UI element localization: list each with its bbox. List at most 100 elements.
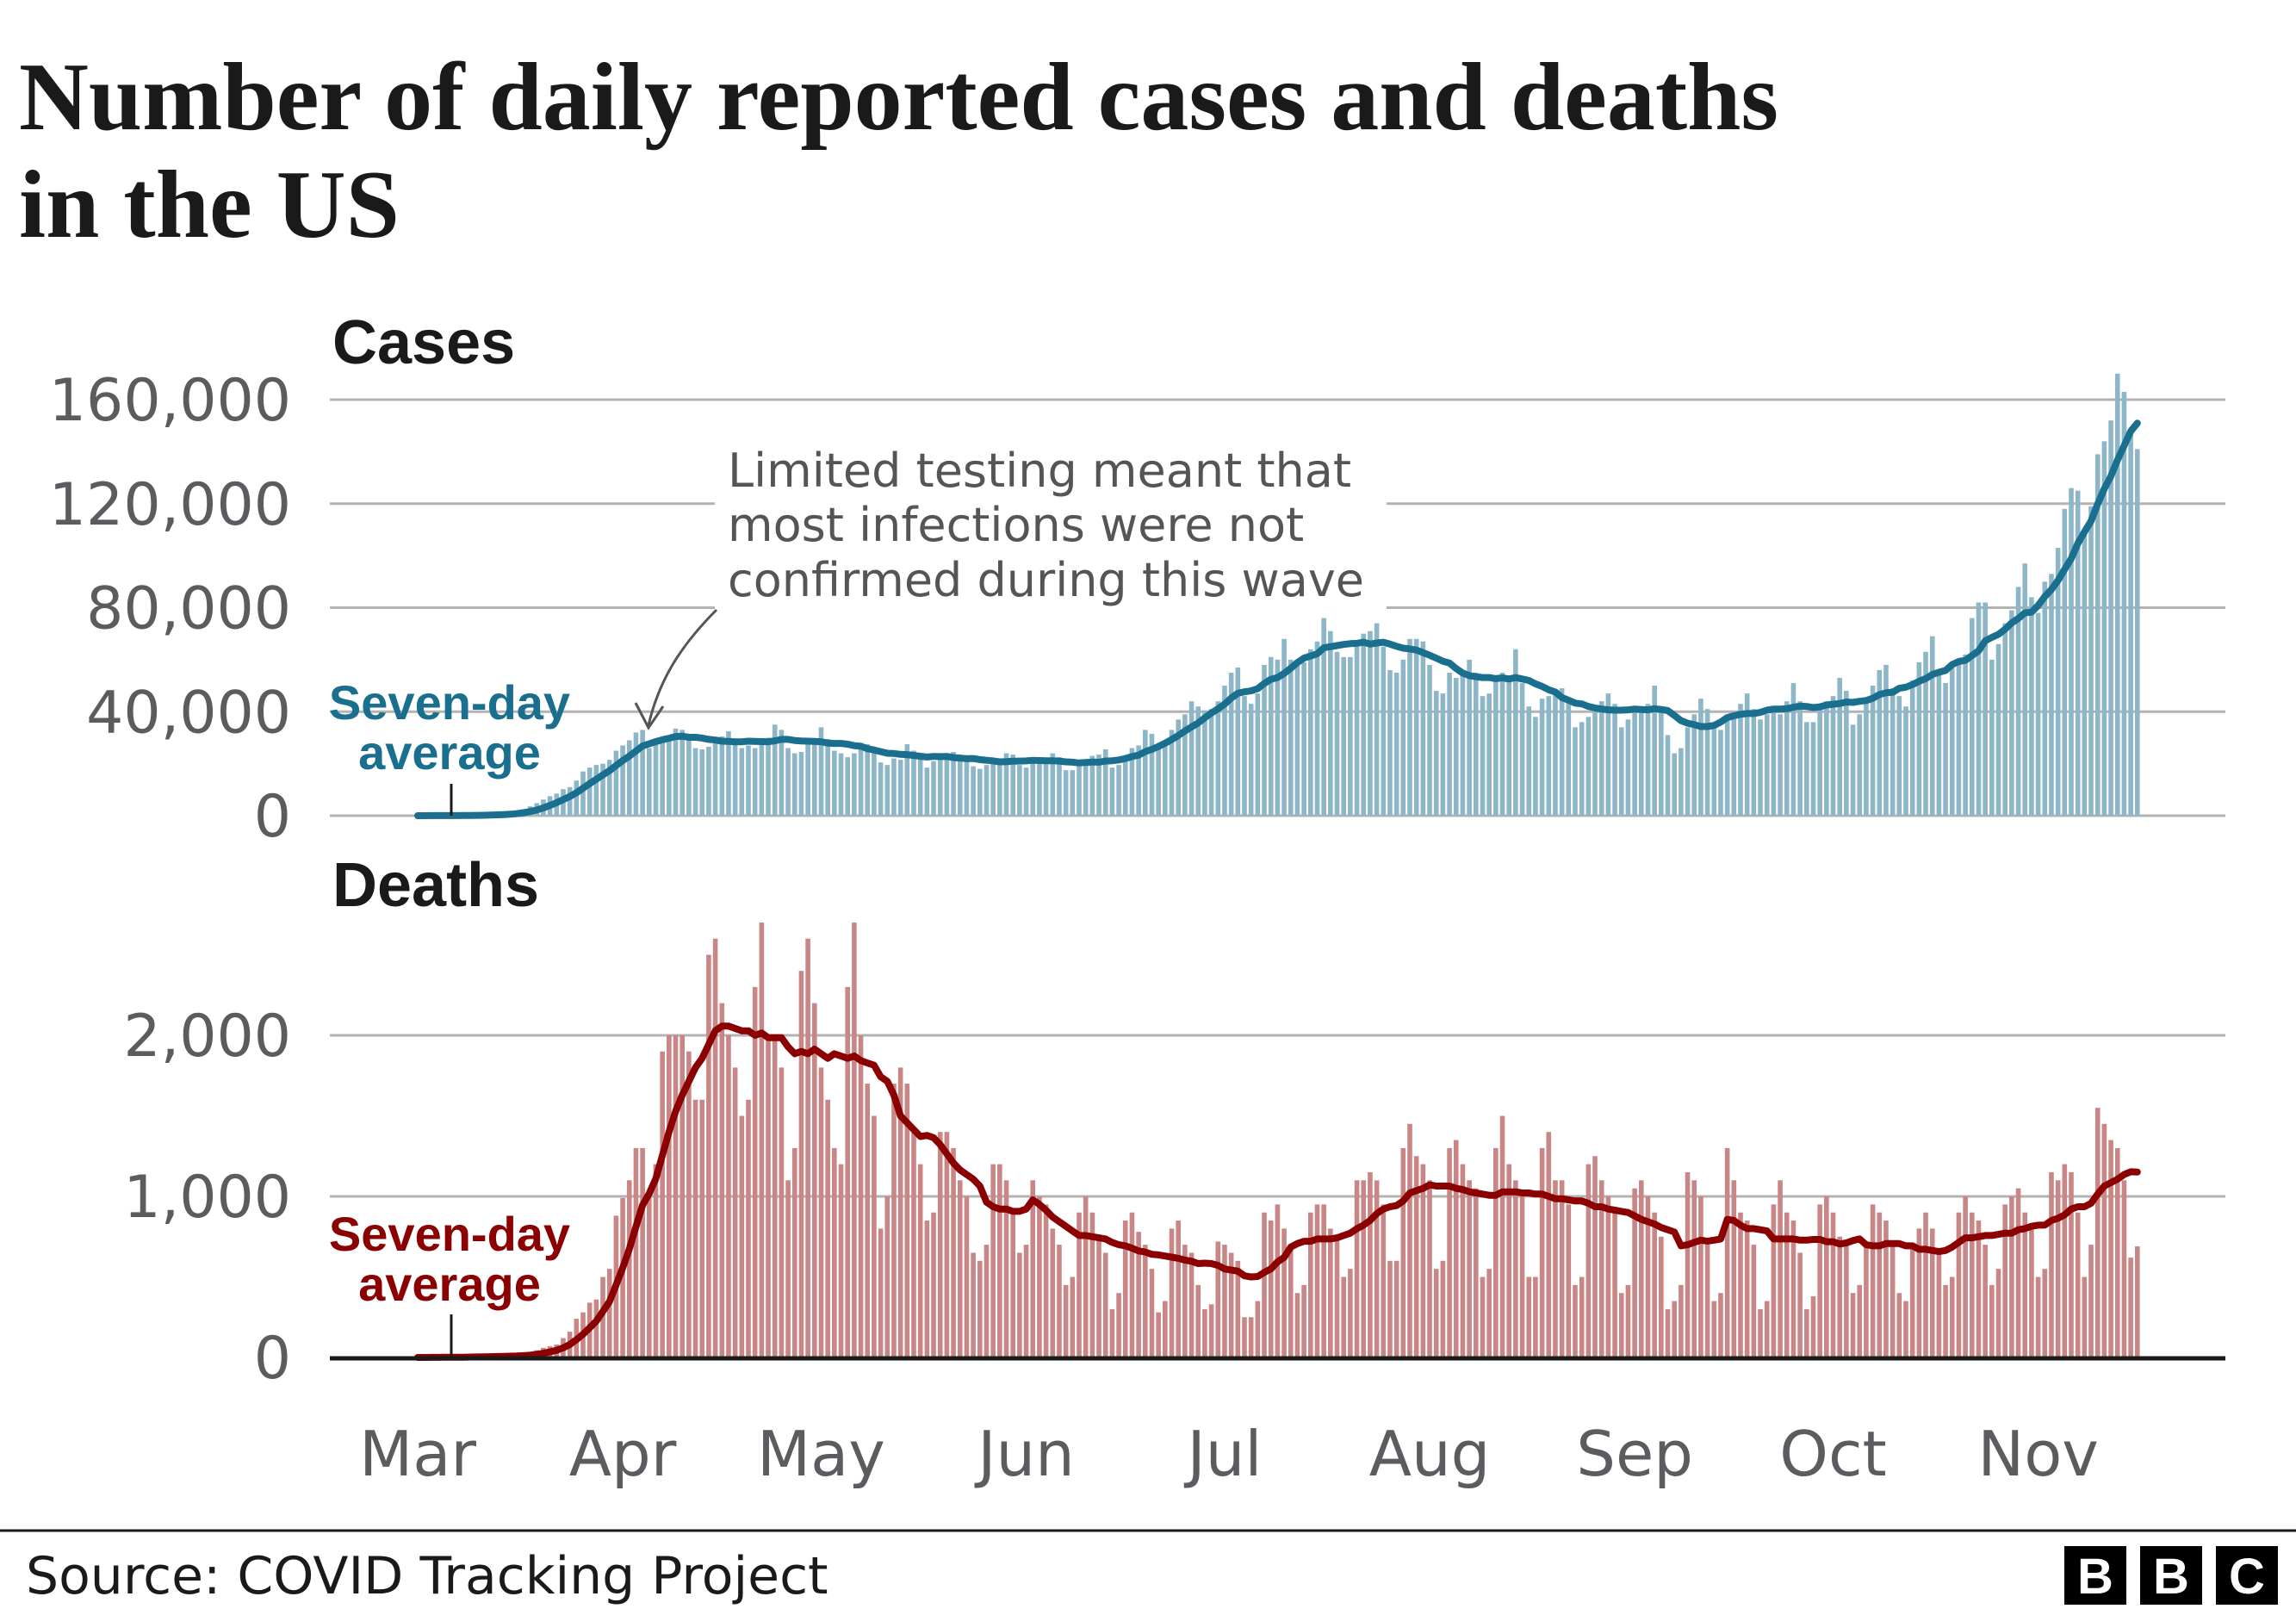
cases-bar xyxy=(1077,766,1082,816)
deaths-bar xyxy=(1467,1180,1472,1357)
deaths-bar xyxy=(1513,1180,1518,1357)
deaths-bar xyxy=(1659,1236,1664,1357)
cases-bar xyxy=(692,748,698,816)
deaths-bar xyxy=(1420,1164,1426,1357)
cases-bar xyxy=(785,748,791,816)
cases-bar xyxy=(647,748,652,816)
deaths-bar xyxy=(1566,1204,1572,1357)
deaths-bar xyxy=(1744,1221,1750,1357)
cases-bar xyxy=(626,740,632,816)
deaths-bar xyxy=(1354,1180,1360,1357)
deaths-bar xyxy=(1169,1228,1175,1357)
cases-bar xyxy=(1163,742,1168,816)
cases-bar xyxy=(1579,722,1585,816)
cases-bar xyxy=(1963,654,1968,816)
cases-bar xyxy=(1956,659,1962,816)
cases-bar xyxy=(2002,623,2007,816)
deaths-bar xyxy=(852,922,857,1357)
deaths-bar xyxy=(1188,1252,1195,1357)
cases-bar xyxy=(706,747,711,816)
x-tick-label: Jun xyxy=(974,1418,1075,1490)
deaths-bar xyxy=(1242,1317,1247,1357)
deaths-bar xyxy=(1381,1204,1387,1357)
deaths-bar xyxy=(2082,1276,2088,1357)
deaths-bar xyxy=(1691,1180,1697,1357)
deaths-bar xyxy=(1037,1196,1042,1357)
deaths-bar xyxy=(1255,1301,1261,1357)
deaths-bar xyxy=(1083,1196,1089,1357)
deaths-bar xyxy=(626,1180,632,1357)
cases-bar xyxy=(791,753,797,816)
deaths-bar xyxy=(951,1147,956,1357)
deaths-bar xyxy=(1923,1212,1928,1357)
cases-bar xyxy=(2069,488,2074,816)
cases-bar xyxy=(1605,693,1611,816)
deaths-bar xyxy=(1864,1245,1869,1357)
deaths-bar xyxy=(1857,1284,1863,1357)
cases-bar xyxy=(1063,770,1069,816)
deaths-bar xyxy=(1612,1212,1617,1357)
deaths-bar xyxy=(2009,1196,2014,1357)
deaths-bar xyxy=(884,1196,890,1357)
deaths-bar xyxy=(647,1196,652,1357)
cases-bar xyxy=(805,742,810,816)
cases-bar xyxy=(1334,651,1340,816)
cases-bar xyxy=(1989,659,1995,816)
cases-bar xyxy=(818,727,824,816)
deaths-seven-day-average-line xyxy=(414,1022,2141,1361)
cases-bar xyxy=(1102,749,1108,816)
deaths-bar xyxy=(1321,1204,1326,1357)
x-tick-label: Nov xyxy=(1977,1418,2099,1490)
bbc-logo-letter: C xyxy=(2229,1549,2265,1605)
deaths-bar xyxy=(1645,1196,1651,1357)
deaths-bar xyxy=(1665,1308,1671,1357)
cases-bar xyxy=(1691,714,1697,816)
deaths-bar xyxy=(1632,1188,1637,1357)
deaths-bar xyxy=(1909,1245,1915,1357)
cases-bar xyxy=(1486,693,1492,816)
bbc-logo-letter: B xyxy=(2153,1549,2189,1605)
cases-bar xyxy=(1354,646,1360,816)
cases-bar xyxy=(686,737,692,816)
cases-bar xyxy=(2035,612,2041,816)
deaths-bar xyxy=(1790,1221,1796,1357)
cases-bar xyxy=(1083,761,1089,816)
deaths-bar xyxy=(772,1035,778,1357)
cases-bar xyxy=(752,748,758,816)
deaths-bar xyxy=(2002,1204,2007,1357)
cases-bar xyxy=(772,724,778,816)
cases-bar xyxy=(2022,563,2028,816)
cases-bar xyxy=(1837,678,1842,816)
cases-bar xyxy=(1618,727,1624,816)
deaths-bar xyxy=(752,986,758,1357)
source-text: Source: COVID Tracking Project xyxy=(26,1546,828,1606)
cases-bar xyxy=(1248,704,1254,816)
cases-bar xyxy=(620,745,625,816)
deaths-bar xyxy=(593,1299,599,1357)
cases-bar xyxy=(746,745,751,816)
cases-bar xyxy=(904,743,910,816)
cases-bar xyxy=(1361,633,1367,816)
cases-bar xyxy=(1427,664,1432,816)
deaths-bar xyxy=(897,1067,903,1357)
deaths-bar xyxy=(1519,1196,1525,1357)
deaths-bar xyxy=(2135,1245,2140,1357)
deaths-bar xyxy=(1480,1276,1486,1357)
deaths-bar xyxy=(1903,1301,1908,1357)
annotation-line-3: confirmed during this wave xyxy=(728,553,1364,607)
deaths-bar xyxy=(1751,1245,1757,1357)
deaths-bar xyxy=(1248,1317,1254,1357)
deaths-bar xyxy=(1771,1204,1777,1357)
cases-bar xyxy=(1665,735,1671,816)
deaths-bar xyxy=(1817,1204,1822,1357)
cases-bar xyxy=(1718,730,1723,816)
deaths-bar xyxy=(1579,1276,1585,1357)
deaths-bar xyxy=(1222,1245,1227,1357)
cases-bar xyxy=(739,748,745,816)
deaths-bar xyxy=(1824,1196,1829,1357)
cases-bar xyxy=(1301,662,1306,816)
deaths-bar xyxy=(1413,1156,1419,1357)
deaths-bar xyxy=(1129,1212,1135,1357)
x-tick-label: Jul xyxy=(1184,1418,1263,1490)
deaths-bar xyxy=(2075,1212,2081,1357)
